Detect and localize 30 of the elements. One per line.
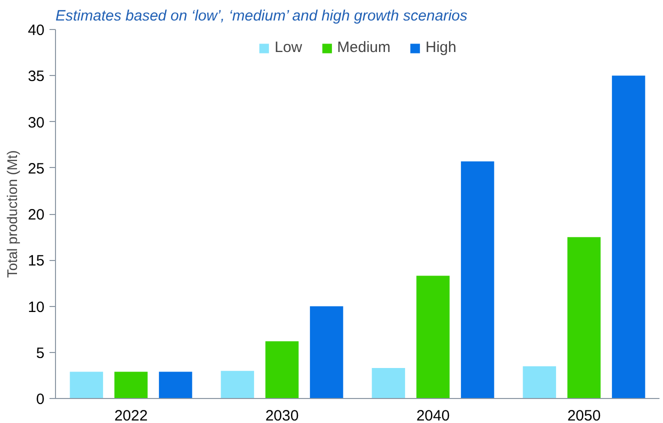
chart-title: Estimates based on ‘low’, ‘medium’ and high growth scenarios [56, 8, 468, 24]
bar [522, 366, 556, 398]
x-tick-label: 2050 [567, 408, 601, 423]
y-tick-label: 10 [28, 298, 45, 316]
y-tick-label: 25 [28, 160, 45, 178]
y-tick-label: 0 [36, 391, 44, 408]
legend-label: High [426, 39, 456, 56]
y-tick-label: 5 [36, 344, 44, 362]
bar [416, 276, 450, 398]
bar [372, 368, 406, 398]
y-tick-label: 15 [28, 252, 45, 270]
y-tick-label: 20 [28, 206, 45, 224]
y-tick-label: 40 [28, 22, 45, 39]
bar [265, 341, 299, 398]
bar [158, 372, 192, 398]
x-tick-label: 2022 [114, 408, 148, 423]
y-tick-label: 30 [28, 114, 45, 132]
y-axis-title: Total production (Mt) [4, 150, 20, 278]
legend-label: Medium [337, 39, 391, 56]
bar [310, 306, 344, 398]
bar [567, 237, 601, 398]
bar [220, 370, 254, 398]
bar [114, 372, 148, 398]
x-tick-label: 2040 [416, 408, 450, 423]
bar [460, 161, 494, 398]
bar [70, 372, 104, 398]
legend-label: Low [274, 39, 302, 56]
bar [612, 76, 646, 398]
x-tick-label: 2030 [265, 408, 299, 423]
y-tick-label: 35 [28, 68, 45, 86]
